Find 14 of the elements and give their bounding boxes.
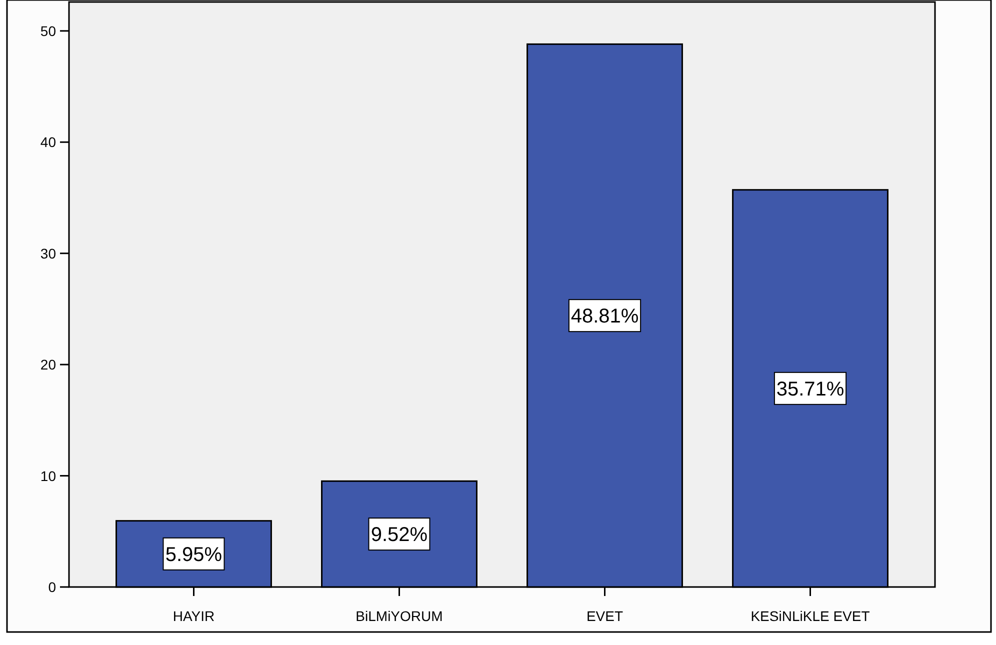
y-tick-label: 30	[40, 245, 56, 262]
data-label: 35.71%	[776, 378, 844, 400]
x-tick-label: BiLMiYORUM	[356, 608, 443, 624]
data-label: 5.95%	[165, 544, 222, 566]
data-label: 9.52%	[370, 524, 428, 546]
y-tick-label: 20	[40, 356, 56, 373]
y-tick-label: 40	[40, 134, 56, 150]
x-tick-label: HAYIR	[172, 608, 215, 624]
data-label: 48.81%	[570, 306, 639, 328]
x-tick-label: EVET	[586, 608, 624, 624]
y-tick-label: 0	[48, 579, 56, 595]
x-tick-label: KESiNLiKLE EVET	[750, 608, 870, 624]
y-tick-label: 50	[40, 22, 56, 39]
y-tick-label: 10	[40, 468, 56, 484]
